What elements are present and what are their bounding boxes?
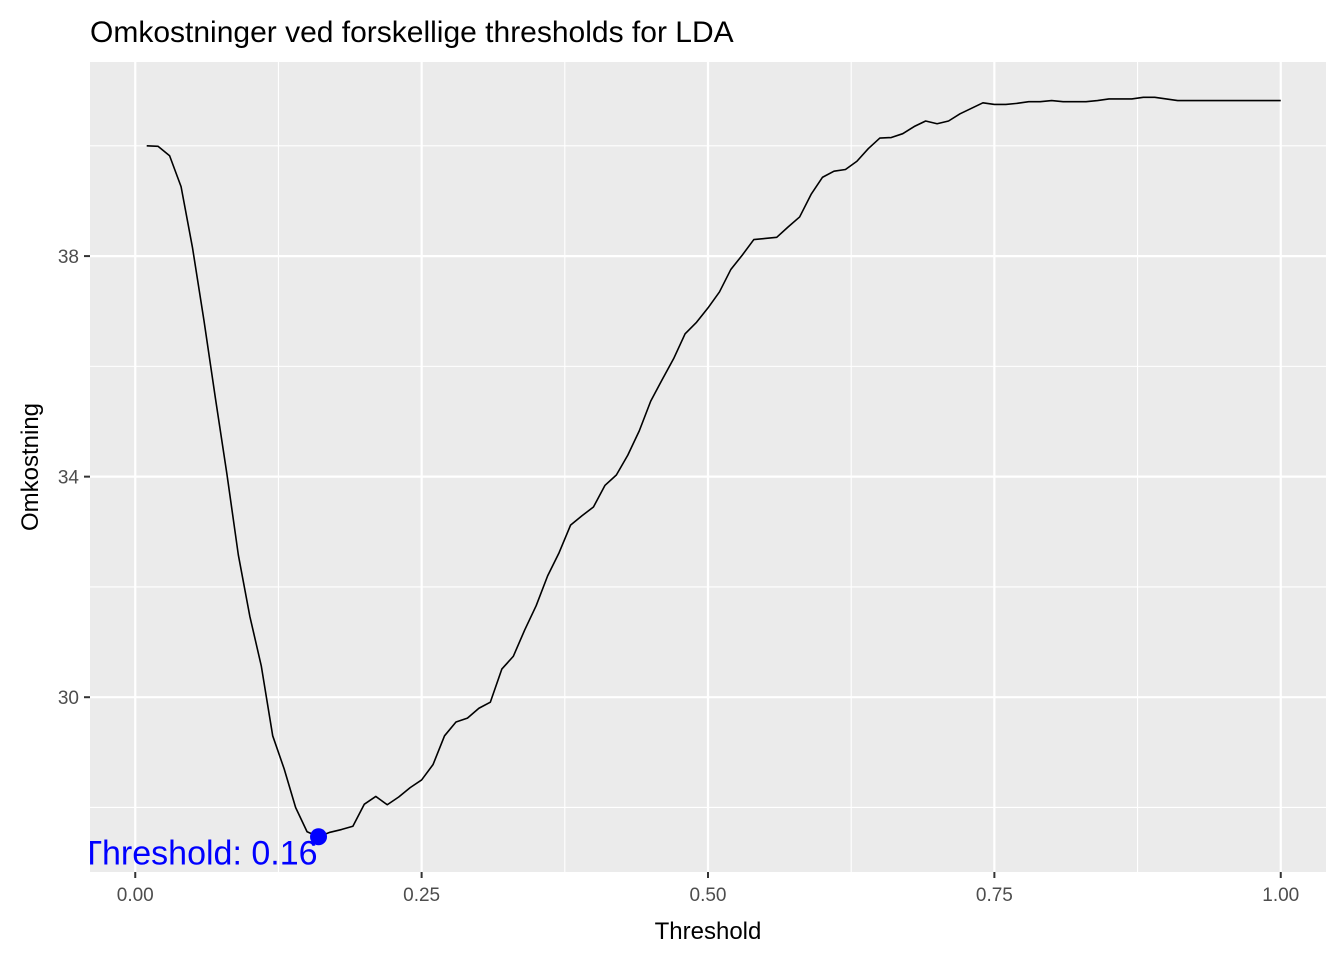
y-tick-label: 30 xyxy=(58,688,79,709)
annotation-layer: Threshold: 0.16 xyxy=(81,828,328,873)
y-tick-label: 34 xyxy=(58,468,80,489)
x-axis-title: Threshold xyxy=(655,918,762,945)
series-layer xyxy=(146,96,1281,838)
min-threshold-point xyxy=(310,828,328,846)
y-axis-title: Omkostning xyxy=(17,403,44,531)
x-tick-label: 0.75 xyxy=(976,885,1013,906)
chart-title: Omkostninger ved forskellige thresholds … xyxy=(90,16,734,49)
major-grid xyxy=(90,62,1326,872)
min-threshold-label: Threshold: 0.16 xyxy=(81,835,317,873)
y-tick-label: 38 xyxy=(58,247,79,268)
x-tick-label: 0.00 xyxy=(117,885,154,906)
cost-line xyxy=(146,96,1281,838)
x-tick-label: 0.25 xyxy=(403,885,440,906)
x-tick-label: 1.00 xyxy=(1262,885,1299,906)
x-tick-label: 0.50 xyxy=(690,885,727,906)
axis-ticks: 0.00 0.25 0.50 0.75 1.00 30 34 38 xyxy=(58,247,1299,906)
